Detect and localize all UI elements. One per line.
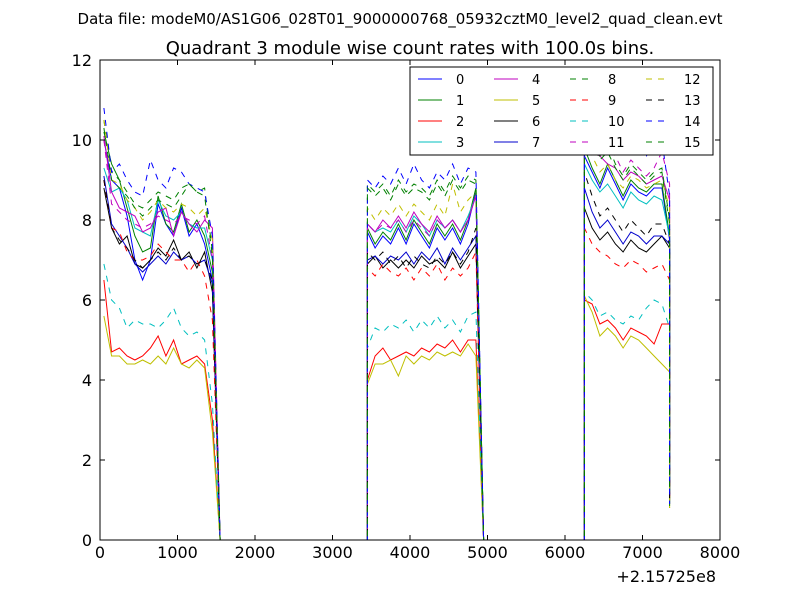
legend-label-12: 12 <box>684 73 701 88</box>
y-tick-label-0: 0 <box>82 531 92 550</box>
x-tick-label-4: 4000 <box>390 543 431 562</box>
legend-label-15: 15 <box>684 136 701 151</box>
series-line-1 <box>103 131 671 541</box>
x-tick-label-7: 7000 <box>622 543 663 562</box>
legend-label-14: 14 <box>684 115 701 130</box>
y-tick-label-3: 6 <box>82 291 92 310</box>
y-tick-label-2: 4 <box>82 371 92 390</box>
x-tick-label-8: 8000 <box>700 543 741 562</box>
legend-label-13: 13 <box>684 94 701 109</box>
x-tick-label-1: 1000 <box>157 543 198 562</box>
x-tick-label-2: 2000 <box>235 543 276 562</box>
y-tick-label-6: 12 <box>72 51 92 70</box>
x-tick-label-6: 6000 <box>545 543 586 562</box>
x-tick-label-0: 0 <box>95 543 105 562</box>
series-line-12 <box>103 119 671 541</box>
series-line-2 <box>103 279 671 541</box>
series-line-7 <box>103 175 671 541</box>
legend-box <box>409 66 714 156</box>
legend-label-8: 8 <box>608 73 616 88</box>
y-tick-label-1: 2 <box>82 451 92 470</box>
figure-suptitle: Data file: modeM0/AS1G06_028T01_90000007… <box>78 10 723 29</box>
legend-label-6: 6 <box>532 115 540 130</box>
y-tick-label-4: 8 <box>82 211 92 230</box>
legend-label-0: 0 <box>456 73 464 88</box>
legend-label-7: 7 <box>532 136 540 151</box>
legend-label-9: 9 <box>608 94 616 109</box>
series-line-10 <box>103 263 671 541</box>
series-line-0 <box>103 139 671 541</box>
legend-label-5: 5 <box>532 94 540 109</box>
legend-label-2: 2 <box>456 115 464 130</box>
series-line-9 <box>103 179 671 541</box>
x-tick-label-3: 3000 <box>312 543 353 562</box>
legend-label-3: 3 <box>456 136 464 151</box>
legend-label-4: 4 <box>532 73 540 88</box>
series-line-8 <box>103 91 671 541</box>
chart-title: Quadrant 3 module wise count rates with … <box>166 38 655 59</box>
x-axis-offset-label: +2.15725e8 <box>616 567 716 586</box>
series-line-5 <box>103 295 671 541</box>
series-line-11 <box>103 103 671 541</box>
legend-label-1: 1 <box>456 94 464 109</box>
series-line-3 <box>103 163 671 541</box>
series-line-6 <box>103 187 671 541</box>
series-line-4 <box>103 119 671 541</box>
x-tick-label-5: 5000 <box>467 543 508 562</box>
axis-ticks-layer: 0 1000 2000 3000 4000 5000 6000 7000 80000246810… <box>72 51 741 562</box>
y-tick-label-5: 10 <box>72 131 92 150</box>
legend-label-11: 11 <box>608 136 625 151</box>
legend-label-10: 10 <box>608 115 625 130</box>
